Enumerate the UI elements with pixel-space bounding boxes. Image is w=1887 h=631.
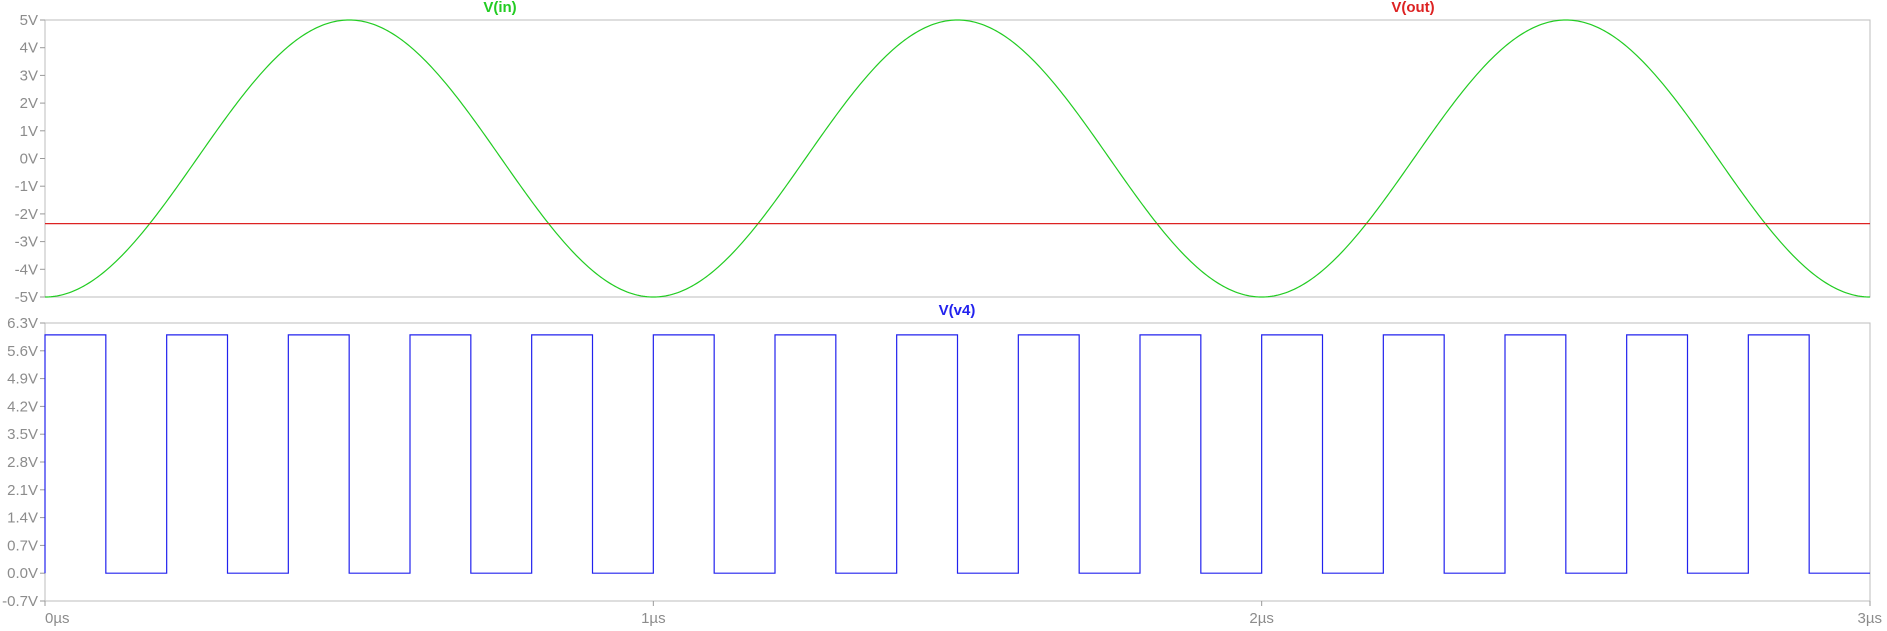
bottom-y-tick-label: 3.5V <box>7 426 38 443</box>
top-y-tick-label: -5V <box>15 289 38 306</box>
bottom-y-tick-label: 1.4V <box>7 510 38 527</box>
top-y-tick-label: 5V <box>20 12 38 29</box>
top-y-tick-label: 4V <box>20 40 38 57</box>
bottom-y-tick-label: -0.7V <box>2 593 38 610</box>
bottom-y-tick-label: 2.1V <box>7 482 38 499</box>
bottom-traces <box>44 334 1870 574</box>
top-y-axis: 5V 4V 3V 2V 1V 0V -1V -2V -3V -4V -5V <box>15 12 45 306</box>
top-pane-frame <box>44 19 1871 298</box>
trace-vin <box>44 19 1871 298</box>
bottom-y-tick-label: 2.8V <box>7 454 38 471</box>
trace-v4 <box>44 334 1870 574</box>
bottom-y-tick-label: 0.0V <box>7 565 38 582</box>
top-y-tick-label: 2V <box>20 95 38 112</box>
top-y-tick-label: -1V <box>15 178 38 195</box>
x-tick-label: 3µs <box>1858 610 1883 627</box>
top-pane: 5V 4V 3V 2V 1V 0V -1V -2V -3V -4V -5V V(in) V(out) <box>15 0 1871 306</box>
top-y-tick-label: 1V <box>20 123 38 140</box>
x-axis: 0µs 1µs 2µs 3µs <box>44 601 1883 627</box>
trace-label-vin[interactable]: V(in) <box>483 0 516 16</box>
top-traces <box>44 19 1871 298</box>
bottom-y-tick-label: 5.6V <box>7 343 38 360</box>
top-y-tick-label: 3V <box>20 67 38 84</box>
bottom-y-axis: 6.3V 5.6V 4.9V 4.2V 3.5V 2.8V 2.1V 1.4V 0.7V 0.0V… <box>2 315 45 610</box>
bottom-y-tick-label: 0.7V <box>7 537 38 554</box>
top-y-tick-label: -2V <box>15 206 38 223</box>
trace-label-vout[interactable]: V(out) <box>1391 0 1434 16</box>
top-y-tick-label: -4V <box>15 261 38 278</box>
trace-label-v4[interactable]: V(v4) <box>939 302 976 319</box>
bottom-y-tick-label: 6.3V <box>7 315 38 332</box>
x-tick-label: 2µs <box>1249 610 1274 627</box>
bottom-pane: 6.3V 5.6V 4.9V 4.2V 3.5V 2.8V 2.1V 1.4V 0.7V 0.0V… <box>2 302 1882 627</box>
x-tick-label: 0µs <box>45 610 70 627</box>
top-y-tick-label: -3V <box>15 234 38 251</box>
bottom-y-tick-label: 4.2V <box>7 398 38 415</box>
top-y-tick-label: 0V <box>20 151 38 168</box>
bottom-y-tick-label: 4.9V <box>7 371 38 388</box>
x-tick-label: 1µs <box>641 610 666 627</box>
